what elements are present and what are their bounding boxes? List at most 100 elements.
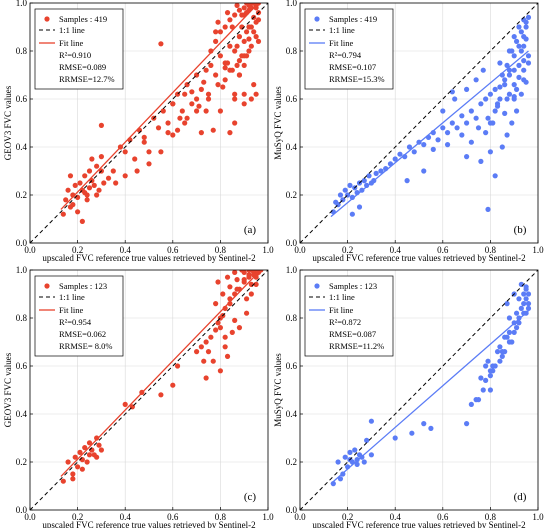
- data-point: [490, 120, 496, 126]
- stat-rmse: RMSE=0.089: [59, 62, 106, 72]
- legend-samples-label: Samples : 419: [59, 14, 107, 24]
- data-point: [220, 291, 226, 297]
- data-point: [241, 53, 247, 59]
- data-point: [521, 67, 527, 73]
- data-point: [468, 108, 474, 114]
- data-point: [335, 459, 341, 465]
- data-point: [502, 82, 508, 88]
- legend-samples-marker: [44, 283, 50, 289]
- y-tick-label: 0.6: [286, 361, 298, 371]
- data-point: [94, 163, 100, 169]
- data-point: [215, 279, 221, 285]
- y-tick-label: 0.0: [286, 505, 298, 515]
- data-point: [158, 392, 164, 398]
- y-tick-label: 0.8: [16, 313, 28, 323]
- stat-rrmse: RRMSE=11.2%: [329, 341, 384, 351]
- data-point: [222, 65, 228, 71]
- panel-a: 0.00.0 0.2 0.2 0.4 0.4 0.6 0.6 0.8 0.8 1.0 1.0 Samp…: [3, 0, 274, 263]
- x-tick-label: 1.0: [262, 245, 274, 255]
- data-point: [516, 74, 522, 80]
- y-tick-label: 0.0: [16, 238, 28, 248]
- data-point: [236, 7, 243, 13]
- data-point: [502, 77, 508, 83]
- data-point: [454, 125, 460, 131]
- data-point: [170, 132, 176, 138]
- plot-frame: [299, 269, 539, 511]
- data-point: [198, 130, 204, 136]
- x-tick-label: 0.8: [215, 245, 227, 255]
- legend-one-to-one-label: 1:1 line: [329, 292, 355, 302]
- data-point: [509, 339, 515, 345]
- data-point: [366, 173, 372, 179]
- data-point: [499, 144, 505, 150]
- data-point: [215, 82, 221, 88]
- data-point: [523, 24, 529, 30]
- data-point: [234, 62, 240, 68]
- data-point: [158, 149, 164, 155]
- data-point: [234, 3, 240, 8]
- data-point: [504, 96, 510, 102]
- y-axis-label: MuSyQ FVC values: [273, 86, 283, 160]
- data-point: [513, 108, 520, 114]
- plot-frame: [29, 269, 269, 511]
- data-point: [110, 168, 116, 174]
- data-point: [497, 344, 503, 350]
- data-point: [243, 296, 250, 302]
- data-point: [468, 401, 474, 407]
- data-point: [361, 178, 367, 184]
- data-point: [502, 110, 508, 116]
- data-point: [232, 96, 238, 102]
- y-tick-label: 0.4: [286, 142, 298, 152]
- data-point: [513, 310, 520, 316]
- data-layer: [30, 3, 268, 243]
- data-point: [525, 291, 532, 297]
- data-point: [494, 349, 501, 355]
- data-point: [337, 192, 344, 198]
- one-to-one-line: [30, 270, 268, 510]
- y-tick-label: 1.0: [16, 0, 28, 8]
- data-point: [82, 190, 88, 196]
- y-tick-label: 0.6: [16, 94, 28, 104]
- data-point: [478, 158, 484, 164]
- data-point: [509, 120, 515, 126]
- data-point: [203, 67, 209, 73]
- data-point: [513, 86, 520, 92]
- data-point: [483, 377, 489, 383]
- data-point: [141, 139, 147, 145]
- legend-box: [304, 275, 394, 357]
- data-point: [201, 358, 207, 364]
- data-point: [224, 353, 231, 359]
- legend-box: [34, 275, 124, 357]
- data-point: [98, 154, 104, 160]
- data-point: [421, 142, 427, 148]
- data-layer: [30, 270, 268, 510]
- data-point: [227, 284, 233, 290]
- data-point: [392, 156, 398, 162]
- legend-fit-label: Fit line: [329, 305, 354, 315]
- stat-rmse: RMSE=0.062: [59, 329, 106, 339]
- data-point: [146, 149, 152, 155]
- x-tick-label: 0.2: [342, 512, 353, 522]
- data-point: [518, 48, 524, 54]
- data-point: [248, 24, 254, 30]
- data-point: [392, 435, 398, 441]
- x-tick-label: 0.4: [120, 512, 132, 522]
- data-point: [229, 329, 235, 335]
- x-tick-label: 0.0: [294, 245, 306, 255]
- data-point: [516, 315, 522, 321]
- data-point: [337, 476, 344, 482]
- legend-samples-marker: [44, 16, 50, 22]
- data-point: [342, 187, 348, 193]
- data-point: [518, 305, 524, 311]
- data-point: [198, 344, 204, 350]
- data-point: [253, 281, 259, 287]
- data-point: [96, 442, 102, 448]
- data-point: [224, 60, 231, 66]
- data-point: [160, 108, 166, 114]
- data-point: [84, 197, 90, 203]
- stat-r2: R²=0.794: [329, 50, 362, 60]
- data-point: [497, 60, 503, 66]
- legend-fit-label: Fit line: [59, 305, 84, 315]
- data-point: [342, 454, 348, 460]
